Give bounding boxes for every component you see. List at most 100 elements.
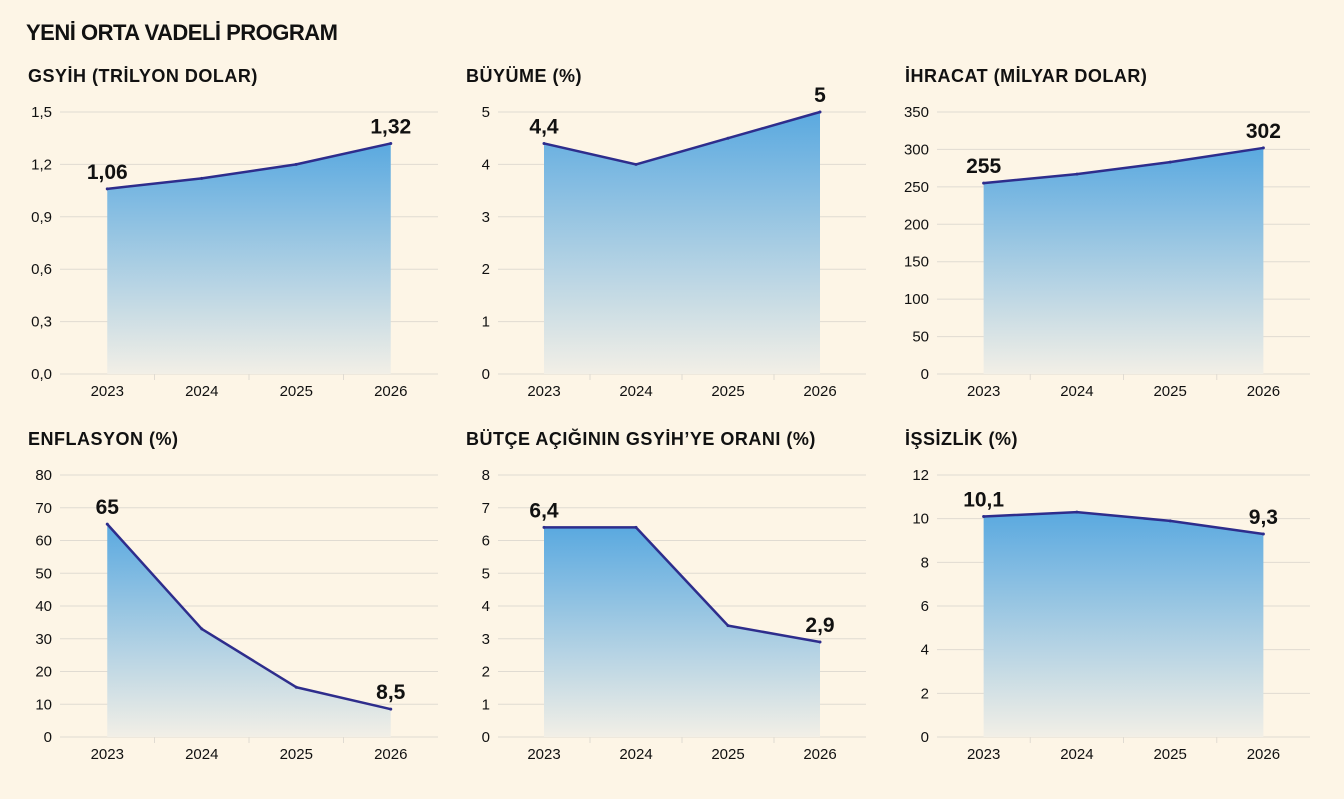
chart-growth: 0 1 2 3 4 5 2023 2024 2025 2026 4,4 5	[482, 84, 866, 400]
y-tick-label: 0	[482, 366, 490, 383]
x-tick-label: 2023	[91, 383, 124, 400]
y-tick-label: 5	[482, 104, 490, 121]
y-tick-label: 80	[35, 467, 52, 484]
data-point	[542, 141, 546, 145]
series-area	[983, 512, 1264, 737]
chart-panel-growth: BÜYÜME (%) 0 1 2 3 4 5 2023 2024 2025 2026 4,4 5	[466, 66, 906, 436]
data-label: 255	[966, 155, 1001, 178]
y-tick-label: 30	[35, 631, 52, 648]
data-point	[1168, 160, 1172, 164]
chart-budget-deficit: 0 1 2 3 4 5 6 7 8 2023 2024 2025 2026 6,4 2,9	[482, 467, 866, 763]
series-line	[544, 526, 821, 644]
y-tick-label: 3	[482, 209, 490, 226]
y-tick-label: 0	[921, 729, 929, 746]
data-label: 6,4	[529, 499, 559, 522]
series-line	[983, 510, 1264, 536]
data-label: 1,32	[370, 115, 411, 138]
chart-inflation: 0 10 20 30 40 50 60 70 80 2023 2024 2025 2026 65 8,5	[35, 467, 438, 763]
x-tick-label: 2026	[1247, 746, 1280, 763]
y-tick-label: 70	[35, 500, 52, 517]
x-tick-label: 2024	[619, 383, 652, 400]
y-tick-label: 60	[35, 533, 52, 550]
series-line	[107, 142, 392, 191]
y-tick-label: 8	[482, 467, 490, 484]
chart-title-unemployment: İŞSİZLİK (%)	[905, 429, 1018, 449]
y-tick-label: 0,3	[31, 314, 52, 331]
y-tick-label: 10	[912, 511, 929, 528]
x-tick-label: 2023	[527, 746, 560, 763]
chart-unemployment: 0 2 4 6 8 10 12 2023 2024 2025 2026 10,1 9,3	[912, 467, 1310, 763]
data-point	[105, 187, 109, 191]
y-tick-label: 0,9	[31, 209, 52, 226]
data-point	[634, 525, 638, 529]
data-point	[1261, 146, 1265, 150]
y-tick-label: 0,6	[31, 261, 52, 278]
x-tick-label: 2024	[1060, 383, 1093, 400]
y-tick-label: 20	[35, 664, 52, 681]
x-tick-label: 2025	[1153, 746, 1186, 763]
y-tick-label: 4	[482, 598, 490, 615]
y-tick-label: 40	[35, 598, 52, 615]
y-tick-label: 7	[482, 500, 490, 517]
x-tick-label: 2026	[374, 746, 407, 763]
data-point	[389, 141, 393, 145]
x-tick-label: 2025	[280, 746, 313, 763]
data-point	[389, 707, 393, 711]
y-tick-label: 5	[482, 565, 490, 582]
data-point	[294, 685, 298, 689]
y-tick-label: 2	[482, 261, 490, 278]
y-tick-label: 1,2	[31, 156, 52, 173]
y-tick-label: 2	[482, 664, 490, 681]
y-tick-label: 200	[904, 216, 929, 233]
y-tick-label: 1,5	[31, 104, 52, 121]
chart-title-growth: BÜYÜME (%)	[466, 66, 582, 86]
chart-panel-unemployment: İŞSİZLİK (%) 0 2 4 6 8 10 12 2023 2024 2025 2026 10…	[905, 429, 1344, 799]
series-area	[107, 143, 391, 374]
x-tick-label: 2024	[1060, 746, 1093, 763]
y-tick-label: 4	[921, 642, 929, 659]
series-area	[544, 527, 820, 737]
data-point	[818, 110, 822, 114]
chart-panel-exports: İHRACAT (MİLYAR DOLAR) 0 50 100 150 200 250 30…	[904, 66, 1344, 436]
data-label: 5	[814, 84, 826, 107]
x-tick-label: 2026	[374, 383, 407, 400]
y-tick-label: 150	[904, 254, 929, 271]
series-line	[543, 110, 821, 166]
data-point	[105, 522, 109, 526]
y-tick-label: 10	[35, 696, 52, 713]
data-point	[1168, 519, 1172, 523]
x-tick-label: 2025	[711, 383, 744, 400]
y-tick-label: 1	[482, 314, 490, 331]
y-tick-label: 0	[482, 729, 490, 746]
y-tick-label: 100	[904, 291, 929, 308]
series-line	[106, 523, 392, 711]
y-tick-label: 50	[912, 329, 929, 346]
data-point	[982, 181, 986, 185]
x-tick-label: 2023	[967, 746, 1000, 763]
x-tick-label: 2024	[185, 746, 218, 763]
x-tick-label: 2023	[967, 383, 1000, 400]
series-line	[983, 146, 1264, 185]
data-point	[200, 176, 204, 180]
data-label: 4,4	[529, 115, 559, 138]
y-tick-label: 8	[921, 554, 929, 571]
data-label: 302	[1246, 120, 1281, 143]
x-tick-label: 2024	[619, 746, 652, 763]
data-label: 2,9	[805, 614, 834, 637]
y-tick-label: 2	[921, 685, 929, 702]
y-tick-label: 50	[35, 565, 52, 582]
y-tick-label: 0	[921, 366, 929, 383]
x-tick-label: 2024	[185, 383, 218, 400]
main-title: YENİ ORTA VADELİ PROGRAM	[26, 20, 338, 45]
data-label: 8,5	[376, 681, 406, 704]
x-tick-label: 2025	[280, 383, 313, 400]
data-point	[1075, 510, 1079, 514]
chart-exports: 0 50 100 150 200 250 300 350 2023 2024 2025 2026 255…	[904, 104, 1310, 400]
data-point	[294, 162, 298, 166]
chart-title-budget-deficit: BÜTÇE AÇIĞININ GSYİH’YE ORANI (%)	[466, 429, 816, 449]
series-area	[107, 524, 391, 737]
y-tick-label: 4	[482, 156, 490, 173]
y-tick-label: 250	[904, 179, 929, 196]
x-tick-label: 2026	[803, 383, 836, 400]
data-label: 65	[96, 496, 120, 519]
